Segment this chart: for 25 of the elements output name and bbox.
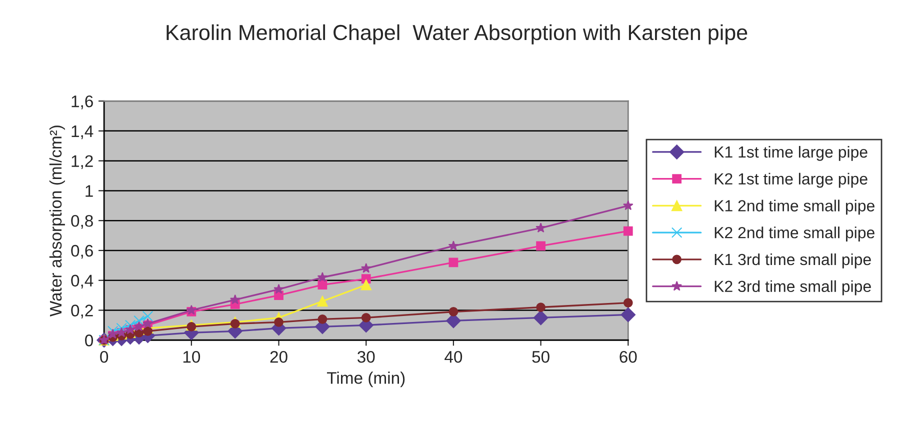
x-tick-label: 10 [183, 350, 200, 363]
legend-label: K1 1st time large pipe [714, 146, 868, 161]
y-tick-label: 0,6 [71, 244, 93, 259]
y-tick-label: 0,4 [71, 274, 94, 289]
y-tick-label: 1,4 [72, 126, 94, 140]
y-tick-label: 1,6 [72, 95, 93, 110]
legend-label: K2 2nd time small pipe [714, 226, 874, 242]
x-tick-label: 20 [270, 350, 288, 363]
y-tick-label: 1,2 [72, 155, 93, 169]
x-tick-label: 0 [100, 350, 108, 363]
y-tick-label: 0,8 [71, 214, 93, 229]
legend-label: K1 3rd time small pipe [714, 253, 871, 268]
legend-label: K2 1st time large pipe [714, 172, 868, 188]
x-tick-label: 50 [532, 350, 550, 363]
y-tick-label: 0,2 [71, 304, 93, 318]
legend-label: K2 3rd time small pipe [714, 280, 871, 296]
x-tick-label: 60 [620, 350, 637, 363]
x-tick-label: 40 [444, 350, 462, 363]
legend-label: K1 2nd time small pipe [714, 200, 874, 215]
y-tick-label: 1 [86, 185, 93, 197]
chart-title: Karolin Memorial Chapel Water Absorption with Karsten pipe [166, 24, 748, 44]
x-tick-label: 30 [357, 350, 375, 363]
x-axis-title: Time (min) [326, 372, 405, 388]
y-axis-title: Water absorption (ml/cm²) [49, 126, 65, 317]
y-tick-label: 0 [85, 334, 94, 346]
